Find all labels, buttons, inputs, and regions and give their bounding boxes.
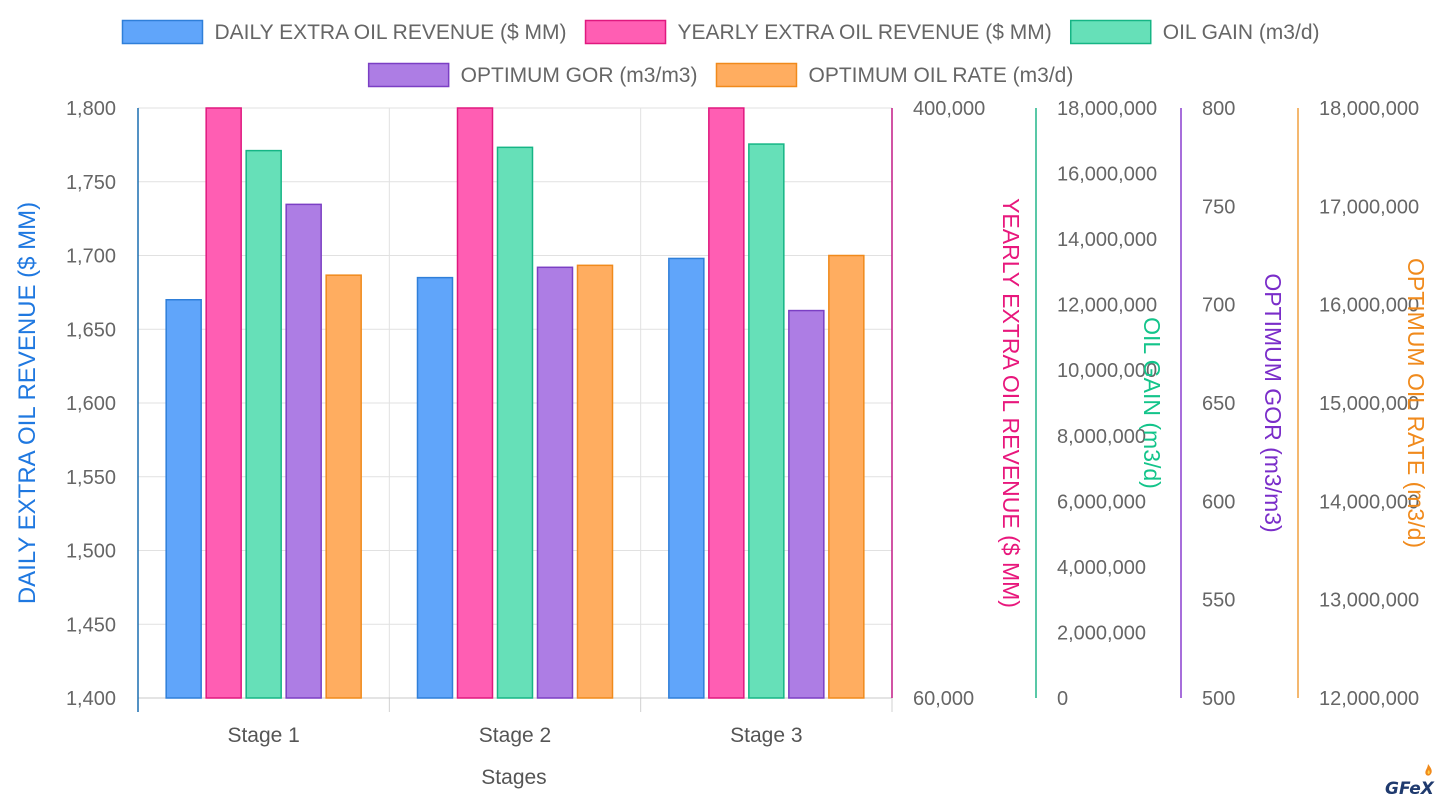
y5-tick-label: 16,000,000 <box>1319 295 1419 317</box>
x-tick-label: Stage 3 <box>730 724 802 747</box>
y4-tick-label: 650 <box>1202 393 1235 415</box>
legend-swatch-y3[interactable] <box>1069 19 1152 45</box>
y2-tick-label: 400,000 <box>913 98 985 120</box>
x-tick-label: Stage 2 <box>479 724 551 747</box>
legend-label-y3[interactable]: OIL GAIN (m3/d) <box>1163 21 1320 44</box>
logo-text: GFeX <box>1385 779 1435 798</box>
y4-tick-label: 750 <box>1202 196 1235 218</box>
y2-axis-title: YEARLY EXTRA OIL REVENUE ($ MM) <box>998 198 1024 608</box>
y4-axis-title: OPTIMUM GOR (m3/m3) <box>1260 273 1286 532</box>
y1-tick-label: 1,500 <box>66 541 116 563</box>
bar-y2-3[interactable] <box>708 107 745 699</box>
gfex-logo: GFeX <box>1382 762 1438 799</box>
bar-y3-3[interactable] <box>748 143 785 699</box>
y5-tick-label: 12,000,000 <box>1319 688 1419 710</box>
y4-tick-label: 550 <box>1202 590 1235 612</box>
y1-tick-label: 1,400 <box>66 688 116 710</box>
bar-y1-3[interactable] <box>668 257 705 699</box>
y3-tick-label: 12,000,000 <box>1057 295 1157 317</box>
legend-label-y2[interactable]: YEARLY EXTRA OIL REVENUE ($ MM) <box>678 21 1052 44</box>
legend-label-y4[interactable]: OPTIMUM GOR (m3/m3) <box>461 64 698 87</box>
y3-axis-title: OIL GAIN (m3/d) <box>1139 317 1165 489</box>
legend-label-y1[interactable]: DAILY EXTRA OIL REVENUE ($ MM) <box>214 21 566 44</box>
y5-tick-label: 17,000,000 <box>1319 196 1419 218</box>
y1-axis-title: DAILY EXTRA OIL REVENUE ($ MM) <box>14 202 41 604</box>
y4-tick-label: 800 <box>1202 98 1235 120</box>
y1-tick-label: 1,600 <box>66 393 116 415</box>
y3-tick-label: 10,000,000 <box>1057 360 1157 382</box>
y3-tick-label: 18,000,000 <box>1057 98 1157 120</box>
y2-tick-label: 60,000 <box>913 688 974 710</box>
bar-y1-2[interactable] <box>416 276 454 699</box>
y3-tick-label: 0 <box>1057 688 1068 710</box>
bar-y5-1[interactable] <box>325 274 362 699</box>
y1-tick-label: 1,550 <box>66 467 116 489</box>
bars <box>165 107 865 699</box>
y5-tick-label: 14,000,000 <box>1319 491 1419 513</box>
legend-swatch-y4[interactable] <box>367 62 450 88</box>
x-tick-label: Stage 1 <box>227 724 299 747</box>
legend-swatch-y1[interactable] <box>121 19 204 45</box>
y3-tick-label: 6,000,000 <box>1057 491 1146 513</box>
bar-y5-3[interactable] <box>828 254 865 699</box>
bar-y1-1[interactable] <box>165 299 202 699</box>
axes: Stage 1 Stage 2 Stage 3 1,400 1,450 1,500 1,55… <box>14 98 1429 747</box>
y3-tick-label: 14,000,000 <box>1057 229 1157 251</box>
bar-y3-2[interactable] <box>496 146 534 699</box>
x-axis-title: Stages <box>481 766 546 789</box>
y5-tick-label: 18,000,000 <box>1319 98 1419 120</box>
y3-tick-label: 8,000,000 <box>1057 426 1146 448</box>
y1-tick-label: 1,450 <box>66 614 116 636</box>
bar-y3-1[interactable] <box>245 149 282 699</box>
bar-y5-2[interactable] <box>576 264 614 699</box>
y5-tick-label: 15,000,000 <box>1319 393 1419 415</box>
y3-tick-label: 2,000,000 <box>1057 622 1146 644</box>
bar-y4-1[interactable] <box>285 203 322 699</box>
y3-tick-label: 16,000,000 <box>1057 164 1157 186</box>
y3-tick-label: 4,000,000 <box>1057 557 1146 579</box>
y4-tick-label: 700 <box>1202 295 1235 317</box>
y1-tick-label: 1,650 <box>66 319 116 341</box>
legend: DAILY EXTRA OIL REVENUE ($ MM) YEARLY EXT… <box>121 19 1320 88</box>
legend-swatch-y5[interactable] <box>715 62 798 88</box>
y1-tick-label: 1,750 <box>66 172 116 194</box>
y5-tick-label: 13,000,000 <box>1319 590 1419 612</box>
bar-y4-3[interactable] <box>788 309 825 699</box>
y1-tick-label: 1,700 <box>66 246 116 268</box>
y4-tick-label: 500 <box>1202 688 1235 710</box>
y5-axis-title: OPTIMUM OIL RATE (m3/d) <box>1403 258 1429 548</box>
bar-y2-2[interactable] <box>456 107 494 699</box>
y4-tick-label: 600 <box>1202 491 1235 513</box>
y1-tick-label: 1,800 <box>66 98 116 120</box>
bar-y2-1[interactable] <box>205 107 242 699</box>
bar-y4-2[interactable] <box>536 266 574 699</box>
legend-swatch-y2[interactable] <box>584 19 667 45</box>
legend-label-y5[interactable]: OPTIMUM OIL RATE (m3/d) <box>808 64 1073 87</box>
